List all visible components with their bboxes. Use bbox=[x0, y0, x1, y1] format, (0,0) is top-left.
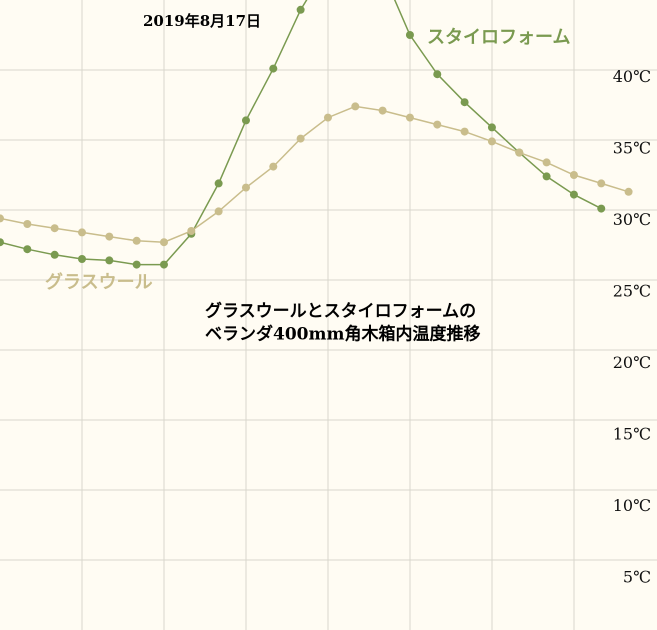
data-point bbox=[269, 162, 278, 171]
data-point bbox=[487, 123, 496, 132]
annotation: ベランダ400mm角木箱内温度推移 bbox=[205, 324, 480, 345]
data-point bbox=[542, 172, 551, 181]
legend-label: スタイロフォーム bbox=[427, 27, 570, 48]
data-point bbox=[515, 148, 524, 157]
y-tick-label: 25℃ bbox=[613, 282, 651, 301]
data-point bbox=[0, 214, 4, 223]
data-point bbox=[323, 113, 332, 122]
series-line bbox=[0, 105, 629, 243]
data-point bbox=[542, 158, 551, 167]
vertical-grid bbox=[81, 0, 575, 630]
data-point bbox=[378, 106, 387, 115]
data-point bbox=[460, 127, 469, 136]
data-point bbox=[405, 113, 414, 122]
data-point bbox=[187, 227, 196, 235]
data-point bbox=[77, 228, 86, 237]
data-point bbox=[433, 70, 442, 79]
data-point bbox=[269, 64, 278, 73]
data-point bbox=[159, 260, 168, 269]
data-point bbox=[159, 238, 168, 247]
y-tick-label: 30℃ bbox=[613, 210, 651, 229]
data-point bbox=[241, 183, 250, 192]
data-point bbox=[105, 232, 114, 241]
annotation: グラスウールとスタイロフォームの bbox=[205, 301, 476, 322]
data-point bbox=[296, 134, 305, 143]
data-point bbox=[0, 238, 4, 247]
chart-title: 2019年8月17日 bbox=[143, 12, 261, 30]
data-point bbox=[214, 207, 223, 216]
data-point bbox=[296, 5, 305, 14]
data-point bbox=[460, 98, 469, 107]
data-point bbox=[597, 179, 606, 188]
data-point bbox=[433, 120, 442, 129]
data-point bbox=[50, 224, 59, 233]
legend-label: グラスウール bbox=[45, 271, 153, 293]
y-tick-label: 10℃ bbox=[613, 496, 651, 515]
data-point bbox=[23, 220, 32, 228]
data-point bbox=[624, 187, 633, 196]
data-point bbox=[50, 250, 59, 259]
y-tick-label: 5℃ bbox=[623, 568, 651, 587]
data-point bbox=[597, 204, 606, 213]
data-point bbox=[569, 190, 578, 199]
y-tick-label: 15℃ bbox=[613, 425, 651, 444]
y-tick-label: 20℃ bbox=[613, 353, 651, 372]
data-point bbox=[77, 255, 86, 263]
data-point bbox=[105, 256, 114, 265]
data-point bbox=[351, 102, 360, 111]
data-point bbox=[132, 236, 141, 245]
y-tick-label: 35℃ bbox=[613, 139, 651, 158]
data-point bbox=[487, 137, 496, 146]
data-point bbox=[23, 245, 32, 254]
y-tick-label: 40℃ bbox=[613, 67, 651, 86]
data-point bbox=[132, 260, 141, 269]
plot-area bbox=[0, 0, 633, 269]
data-point bbox=[241, 116, 250, 125]
data-point bbox=[569, 171, 578, 179]
data-point bbox=[405, 31, 414, 39]
data-point bbox=[214, 179, 223, 188]
